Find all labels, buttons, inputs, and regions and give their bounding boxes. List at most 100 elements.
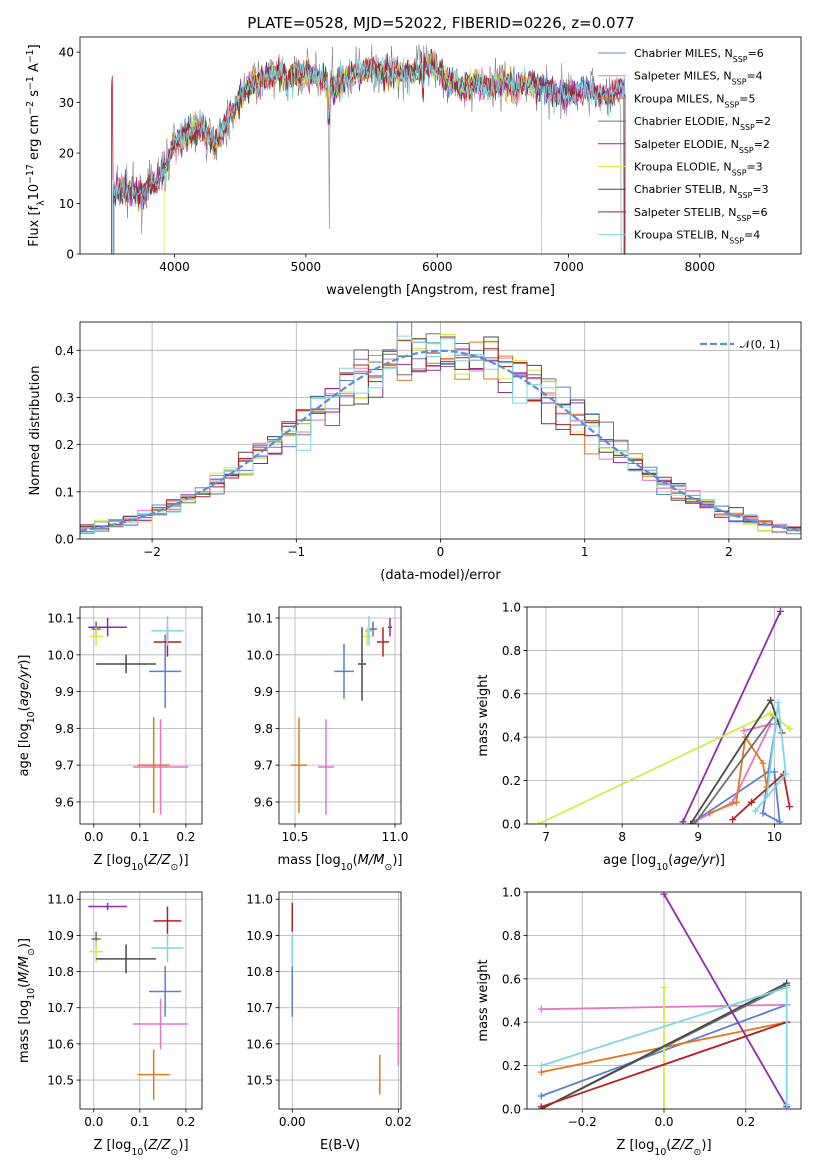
weight-marker xyxy=(732,798,740,806)
weight-marker xyxy=(782,770,790,778)
weight-marker xyxy=(679,818,687,824)
y-tick-label: 9.9 xyxy=(254,685,273,699)
x-tick-label: 8 xyxy=(618,830,626,844)
x-tick-label: 0.1 xyxy=(130,830,149,844)
x-tick-label: 9 xyxy=(694,830,702,844)
spectrum-panel: 4000 5000 6000 7000 8000 0 10 20 30 40 wavelength … xyxy=(25,36,802,298)
spectra xyxy=(111,44,626,254)
weight-marker xyxy=(537,1068,545,1076)
weight-marker xyxy=(660,1105,668,1109)
axes-frame xyxy=(79,891,203,1110)
legend-label-8: Salpeter STELIB, NSSP=6 xyxy=(634,206,767,223)
weight-marker xyxy=(537,1005,545,1013)
x-tick-label: −1 xyxy=(287,545,305,559)
x-tick-label: 0.0 xyxy=(84,830,103,844)
x-tick-label: −0.2 xyxy=(568,1115,597,1129)
figure-title: PLATE=0528, MJD=52022, FIBERID=0226, z=0… xyxy=(247,14,634,32)
weight-marker xyxy=(783,1101,791,1109)
x-tick-label: 11.0 xyxy=(382,830,409,844)
weight-line-5 xyxy=(663,893,788,1108)
weight-line-9 xyxy=(754,702,787,812)
weight-marker xyxy=(783,983,791,991)
axes-frame xyxy=(278,891,402,1110)
y-tick-label: 11.0 xyxy=(246,893,273,907)
y-tick-label: 30 xyxy=(59,96,74,110)
x-tick-label: 6000 xyxy=(422,260,453,274)
y-tick-label: 9.6 xyxy=(55,795,74,809)
y-axis-label: mass weight xyxy=(476,674,491,756)
y-tick-label: 0.0 xyxy=(502,818,521,832)
x-tick-label: 0.00 xyxy=(279,1115,306,1129)
weight-marker xyxy=(767,709,775,717)
legend-label-3: Kroupa MILES, NSSP=5 xyxy=(634,92,755,109)
x-tick-label: −2 xyxy=(143,545,161,559)
spectrum-line-7 xyxy=(112,51,626,254)
x-tick-label: 2 xyxy=(725,545,733,559)
x-tick-label: 0.2 xyxy=(736,1115,755,1129)
weight-line-4 xyxy=(693,714,776,824)
y-tick-label: 40 xyxy=(59,46,74,60)
weight-line-5 xyxy=(682,610,782,823)
errorbars xyxy=(291,902,400,1095)
errorbars xyxy=(291,616,392,815)
legend-label-5: Salpeter ELODIE, NSSP=2 xyxy=(634,138,770,155)
y-tick-label: 0.3 xyxy=(55,391,74,405)
weight-marker xyxy=(774,698,782,706)
x-axis-label: Z [log10(Z/Z⊙)] xyxy=(93,853,188,873)
weight-line-1 xyxy=(690,724,781,824)
weight-vs-metallicity-panel: −0.2 0.0 0.2 0.0 0.2 0.4 0.6 0.8 1.0 Z [log10(Z/Z… xyxy=(476,886,802,1158)
y-tick-label: 1.0 xyxy=(502,601,521,615)
y-tick-label: 0.4 xyxy=(502,1016,521,1030)
legend-label-4: Chabrier ELODIE, NSSP=2 xyxy=(634,115,771,132)
y-tick-label: 9.8 xyxy=(254,722,273,736)
legend-label-1: Chabrier MILES, NSSP=6 xyxy=(634,47,764,64)
weight-marker xyxy=(660,983,668,991)
weight-marker xyxy=(740,727,748,735)
legend: Chabrier MILES, NSSP=6 Salpeter MILES, NS… xyxy=(598,47,771,245)
x-tick-label: 10.5 xyxy=(282,830,309,844)
y-tick-label: 0.1 xyxy=(55,485,74,499)
errorbars xyxy=(88,616,189,815)
weight-marker xyxy=(706,809,714,817)
weight-lines xyxy=(534,607,794,824)
age-vs-metallicity-panel: 0.0 0.1 0.2 9.6 9.7 9.8 9.9 10.0 10.1 Z [log10(Z/… xyxy=(17,606,203,873)
y-tick-label: 0.2 xyxy=(502,774,521,788)
weight-marker xyxy=(690,820,698,824)
y-axis-label: age [log10(age/yr)] xyxy=(17,654,37,776)
axes-frame xyxy=(526,891,802,1110)
weight-marker xyxy=(687,820,695,824)
x-tick-label: 0.0 xyxy=(84,1115,103,1129)
legend-label-7: Chabrier STELIB, NSSP=3 xyxy=(634,183,769,200)
y-tick-label: 0.8 xyxy=(502,929,521,943)
weight-marker xyxy=(534,820,542,824)
weight-marker xyxy=(770,768,778,776)
y-tick-label: 10 xyxy=(59,197,74,211)
legend-label-6: Kroupa ELODIE, NSSP=3 xyxy=(634,161,763,178)
weight-marker xyxy=(660,892,668,898)
x-tick-label: 10 xyxy=(767,830,782,844)
y-tick-label: 10.6 xyxy=(246,1037,273,1051)
weight-vs-age-panel: 7 8 9 10 0.0 0.2 0.4 0.6 0.8 1.0 age [log10(age/yr… xyxy=(476,601,802,873)
x-axis-label: E(B-V) xyxy=(320,1138,360,1153)
y-tick-label: 10.1 xyxy=(246,612,273,626)
y-tick-label: 0.6 xyxy=(502,972,521,986)
y-tick-label: 10.1 xyxy=(47,612,74,626)
legend-label-normal: 𝒩(0, 1) xyxy=(740,338,780,351)
weight-lines xyxy=(537,892,791,1109)
x-tick-label: 0.02 xyxy=(385,1115,412,1129)
weight-marker xyxy=(776,818,784,824)
y-tick-label: 11.0 xyxy=(47,893,74,907)
y-tick-label: 10.5 xyxy=(47,1074,74,1088)
y-tick-label: 0.6 xyxy=(502,687,521,701)
x-axis-label: (data-model)/error xyxy=(380,568,501,583)
y-tick-label: 10.7 xyxy=(47,1001,74,1015)
y-tick-label: 0.8 xyxy=(502,644,521,658)
y-tick-label: 0.4 xyxy=(502,731,521,745)
y-tick-label: 0.0 xyxy=(55,533,74,547)
y-tick-label: 10.6 xyxy=(47,1037,74,1051)
y-axis-label: mass weight xyxy=(476,959,491,1041)
y-tick-label: 10.5 xyxy=(246,1074,273,1088)
weight-marker xyxy=(729,816,736,824)
x-tick-label: 0.2 xyxy=(176,830,195,844)
weight-marker xyxy=(537,1103,545,1109)
